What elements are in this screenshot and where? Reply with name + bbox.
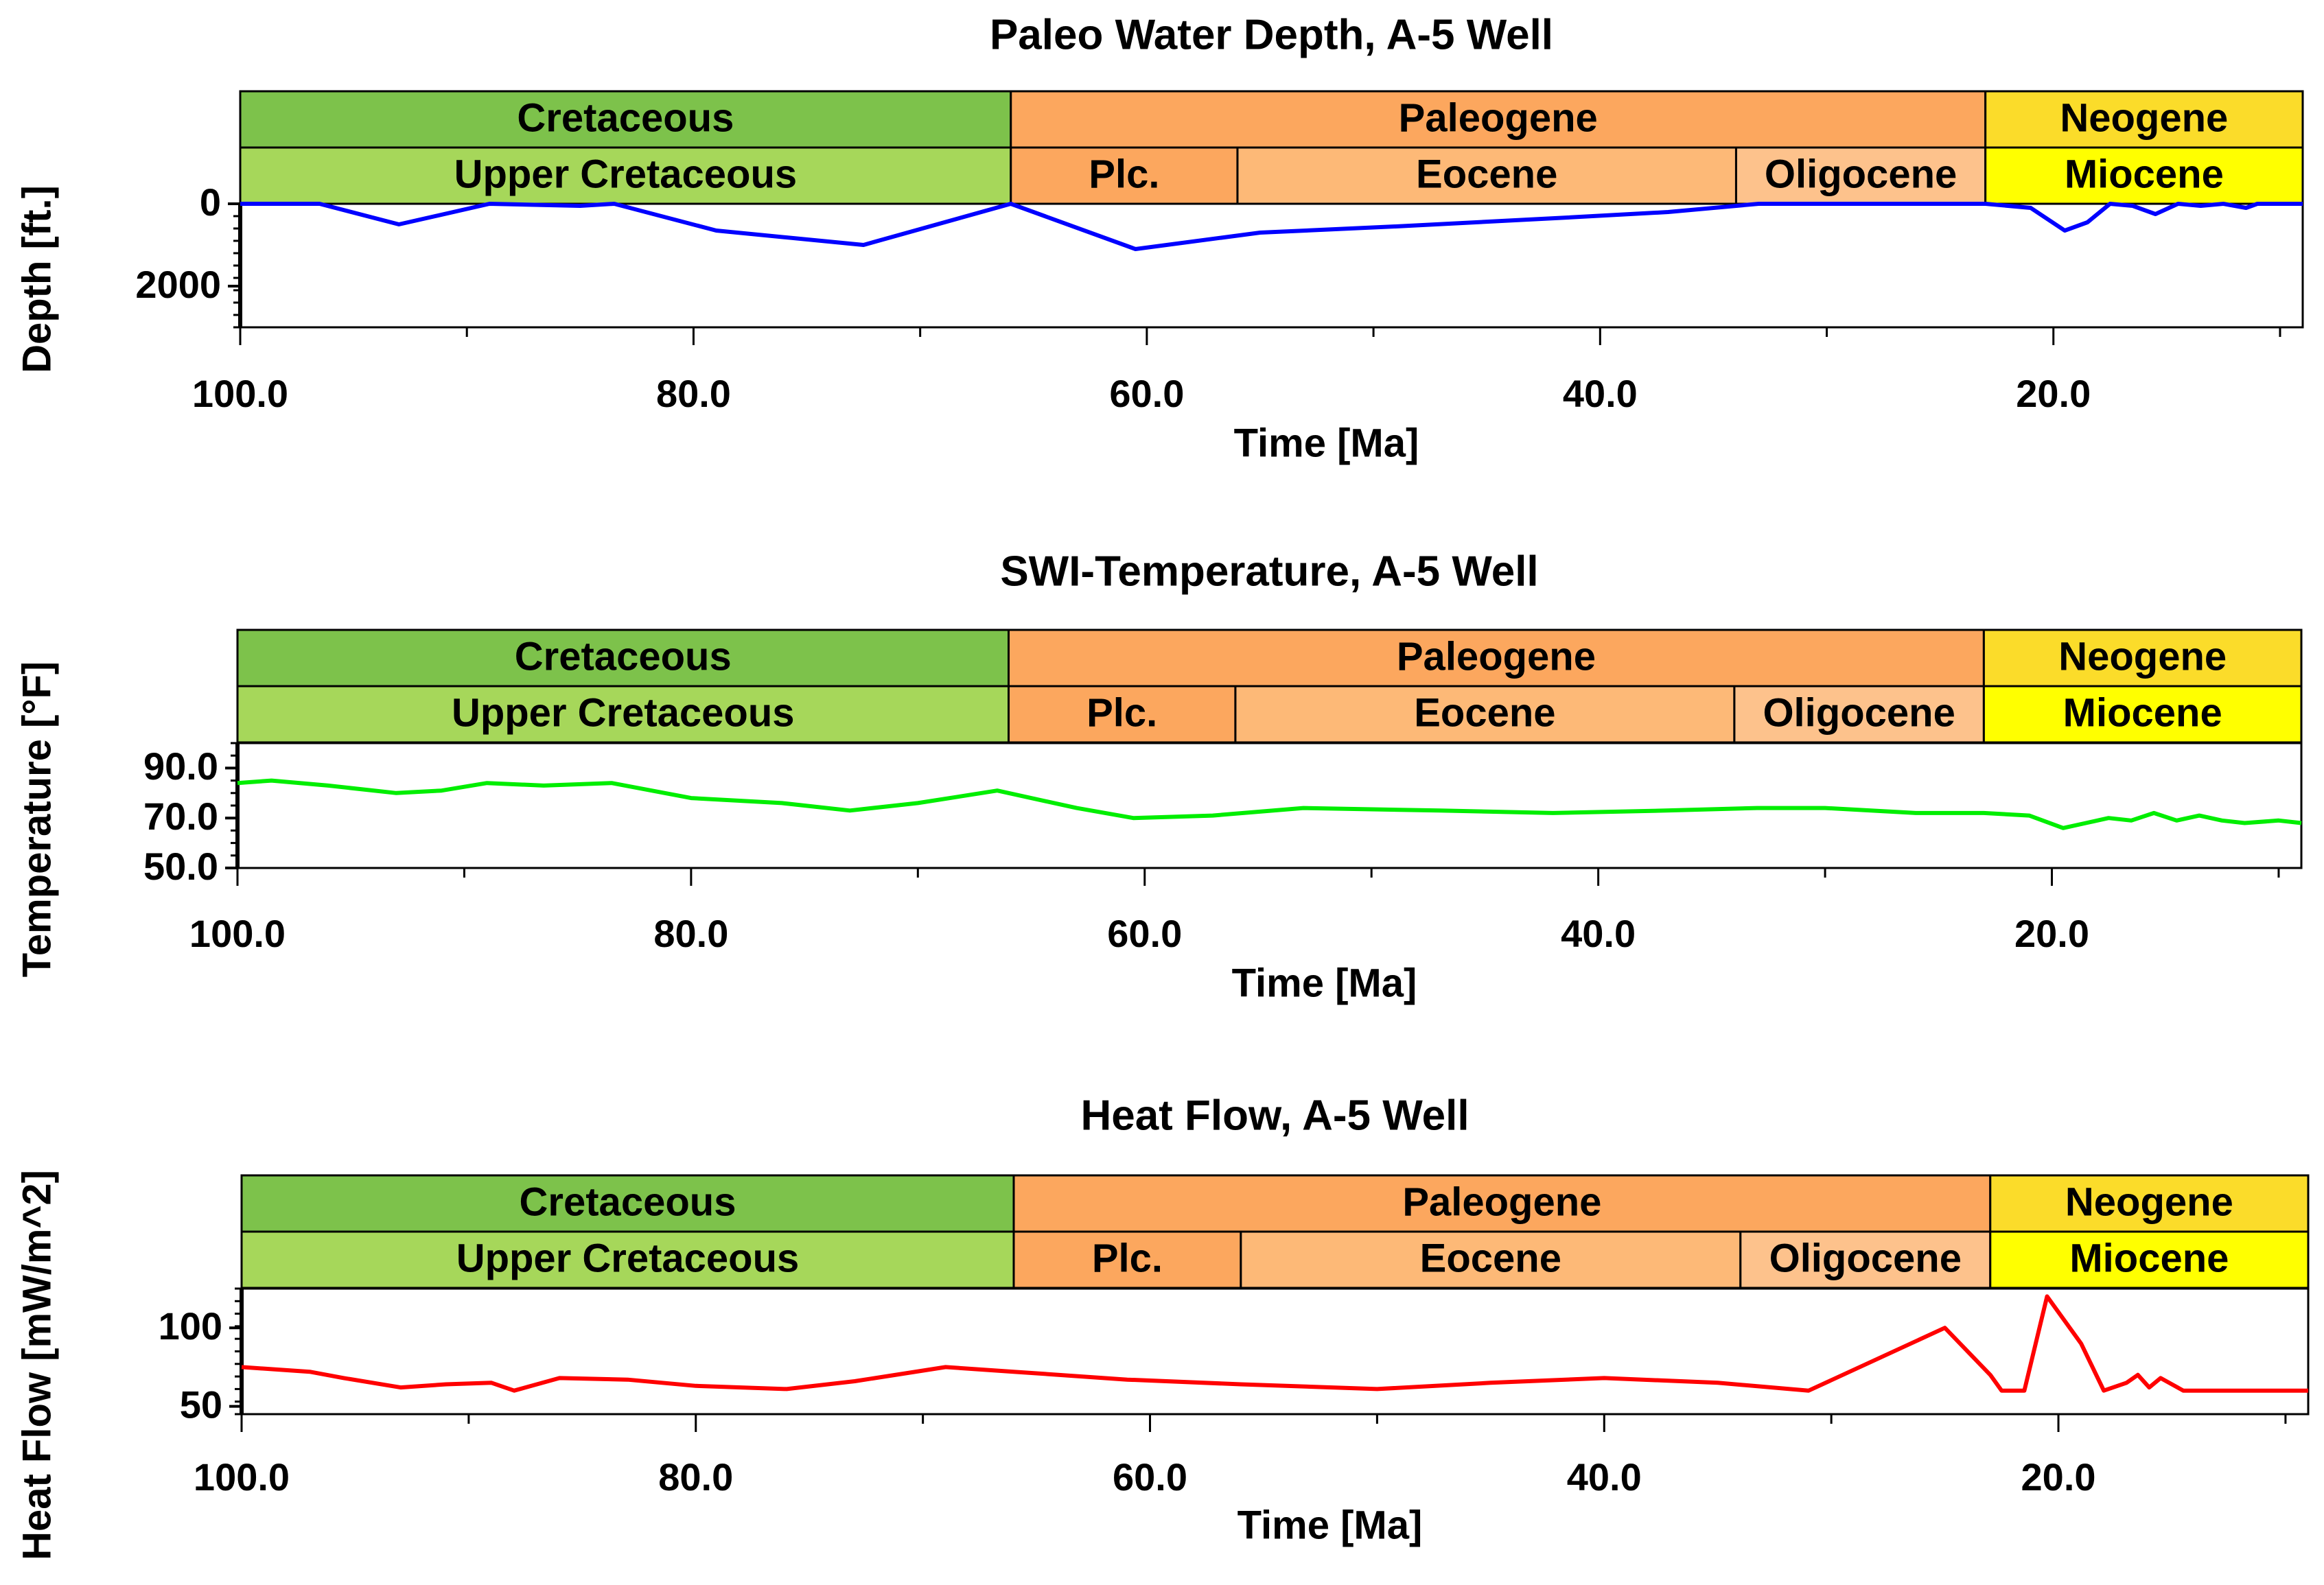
y-axis-label: Temperature [°F]: [14, 661, 59, 977]
x-tick-label: 60.0: [1107, 912, 1182, 955]
x-tick-label: 40.0: [1567, 1455, 1642, 1499]
x-tick-label: 80.0: [656, 372, 731, 415]
epoch-label: Oligocene: [1769, 1236, 1962, 1280]
epoch-label: Upper Cretaceous: [452, 690, 795, 735]
epoch-band-oligocene: [1733, 685, 1985, 744]
period-label: Neogene: [2060, 95, 2228, 140]
epoch-label: Miocene: [2069, 1236, 2229, 1280]
period-band-cretaceous: [239, 90, 1012, 149]
period-label: Paleogene: [1402, 1179, 1601, 1224]
epoch-label: Plc.: [1092, 1236, 1163, 1280]
period-band-cretaceous: [240, 1174, 1015, 1233]
epoch-label: Eocene: [1414, 690, 1555, 735]
x-tick-label: 100.0: [194, 1455, 290, 1499]
epoch-label: Eocene: [1416, 152, 1557, 196]
y-tick-label: 50.0: [143, 845, 218, 888]
period-label: Paleogene: [1399, 95, 1598, 140]
period-band-neogene: [1989, 1174, 2310, 1233]
epoch-label: Plc.: [1087, 690, 1157, 735]
epoch-band-plc: [1007, 685, 1237, 744]
y-tick-label: 90.0: [143, 744, 218, 788]
series-line-heat-flow: [241, 1294, 2308, 1393]
epoch-label: Plc.: [1089, 152, 1159, 196]
y-tick-label: 2000: [135, 263, 221, 306]
x-tick-label: 100.0: [192, 372, 288, 415]
chart-panel-3: Heat Flow, A-5 Well Cretaceous Paleogene Ne…: [14, 1092, 2310, 1560]
x-tick-label: 20.0: [2021, 1455, 2096, 1499]
y-tick-label: 100: [159, 1304, 222, 1348]
period-label: Cretaceous: [517, 95, 734, 140]
period-band-cretaceous: [236, 629, 1010, 688]
epoch-label: Oligocene: [1763, 690, 1955, 735]
period-label: Cretaceous: [520, 1179, 736, 1224]
period-label: Cretaceous: [515, 634, 732, 679]
x-tick-label: 60.0: [1109, 372, 1184, 415]
chart-title: Heat Flow, A-5 Well: [1080, 1092, 1469, 1139]
epoch-label: Eocene: [1420, 1236, 1561, 1280]
epoch-band-eocene: [1234, 685, 1736, 744]
epoch-band-miocene: [1989, 1230, 2310, 1289]
plot-area: [240, 1287, 2310, 1416]
epoch-band-miocene: [1982, 685, 2303, 744]
x-axis-label: Time [Ma]: [1232, 961, 1417, 1005]
series-line-swi-temperature: [237, 778, 2302, 830]
epoch-label: Miocene: [2065, 152, 2224, 196]
y-axis-label: Depth [ft.]: [14, 185, 59, 373]
chart-title: Paleo Water Depth, A-5 Well: [990, 11, 1553, 58]
x-tick-label: 20.0: [2016, 372, 2091, 415]
x-tick-label: 100.0: [189, 912, 286, 955]
chart-panel-2: SWI-Temperature, A-5 Well Cretaceous Paleo…: [14, 548, 2303, 1005]
period-band-paleogene: [1010, 90, 1987, 149]
series-line-paleo-water-depth: [240, 202, 2303, 251]
y-tick-label: 50: [180, 1383, 222, 1426]
epoch-label: Miocene: [2063, 690, 2222, 735]
period-band-paleogene: [1012, 1174, 1992, 1233]
x-tick-label: 60.0: [1113, 1455, 1187, 1499]
epoch-band-eocene: [1236, 146, 1737, 205]
period-band-neogene: [1984, 90, 2304, 149]
y-tick-label: 0: [200, 180, 221, 224]
chart-title: SWI-Temperature, A-5 Well: [1000, 548, 1538, 595]
period-label: Neogene: [2065, 1179, 2233, 1224]
plot-area: [239, 202, 2304, 329]
epoch-band-oligocene: [1739, 1230, 1992, 1289]
x-axis-label: Time [Ma]: [1234, 421, 1419, 465]
chart-panel-1: Paleo Water Depth, A-5 Well Cretaceous Pal…: [14, 11, 2304, 465]
x-tick-label: 40.0: [1561, 912, 1636, 955]
period-label: Neogene: [2058, 634, 2227, 679]
epoch-label: Upper Cretaceous: [456, 1236, 800, 1280]
x-tick-label: 20.0: [2014, 912, 2089, 955]
period-label: Paleogene: [1397, 634, 1596, 679]
x-axis-label: Time [Ma]: [1237, 1503, 1423, 1547]
x-tick-label: 80.0: [658, 1455, 733, 1499]
epoch-label: Oligocene: [1765, 152, 1957, 196]
epoch-label: Upper Cretaceous: [454, 152, 798, 196]
epoch-band-miocene: [1984, 146, 2304, 205]
x-tick-label: 40.0: [1563, 372, 1638, 415]
plot-area: [236, 742, 2303, 869]
y-axis-label: Heat Flow [mW/m^2]: [14, 1170, 59, 1560]
y-tick-label: 70.0: [143, 795, 218, 838]
x-tick-label: 80.0: [653, 912, 728, 955]
